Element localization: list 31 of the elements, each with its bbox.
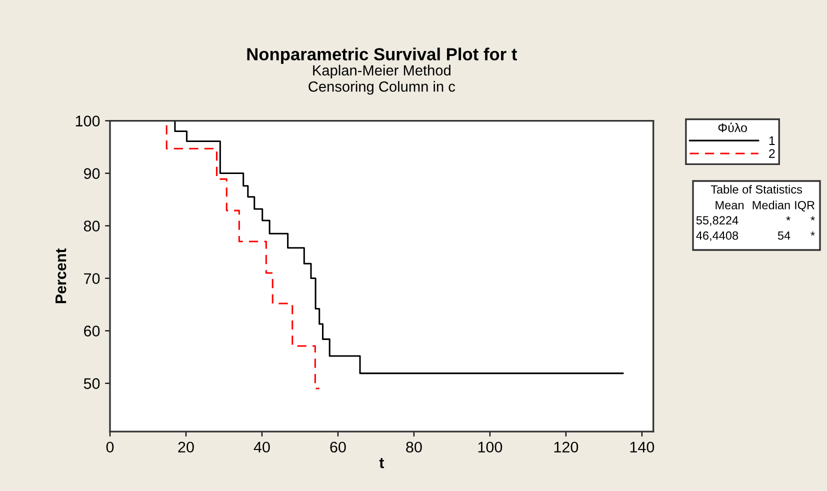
text: *	[810, 216, 815, 220]
x-tick-label: 60	[330, 442, 346, 453]
text: 46,4408	[696, 231, 738, 242]
x-tick-label: 20	[178, 442, 194, 453]
x-tick-label: 0	[106, 442, 114, 453]
text: 55,8224	[696, 216, 738, 226]
chart-subtitle: Kaplan-Meier Method Censoring Column in c	[308, 64, 456, 95]
text: IQR	[795, 200, 814, 212]
x-tick-label: 140	[630, 442, 654, 453]
y-tick-label: 70	[84, 273, 100, 284]
text: 2	[769, 149, 775, 158]
text: 1	[769, 136, 775, 145]
x-tick-label: 100	[478, 442, 502, 453]
x-tick-label: 40	[254, 442, 270, 453]
y-tick-label: 90	[84, 168, 100, 179]
x-axis-title: t	[379, 458, 384, 468]
text: *	[810, 232, 815, 236]
x-tick-label: 80	[406, 442, 422, 453]
text: *	[786, 216, 790, 220]
text: 54	[778, 232, 790, 240]
legend-title: Φύλο	[718, 122, 747, 132]
text: Median	[752, 200, 790, 210]
x-tick-label: 120	[554, 442, 578, 453]
text: Mean	[716, 201, 744, 210]
y-tick-label: 60	[84, 326, 100, 336]
y-tick-label: 50	[84, 378, 100, 389]
text: Table of Statistics	[710, 184, 802, 194]
chart-title: Nonparametric Survival Plot for t	[247, 48, 517, 64]
y-tick-label: 80	[84, 220, 100, 232]
y-axis-title: Percent	[56, 248, 66, 304]
y-tick-label: 100	[76, 116, 100, 126]
